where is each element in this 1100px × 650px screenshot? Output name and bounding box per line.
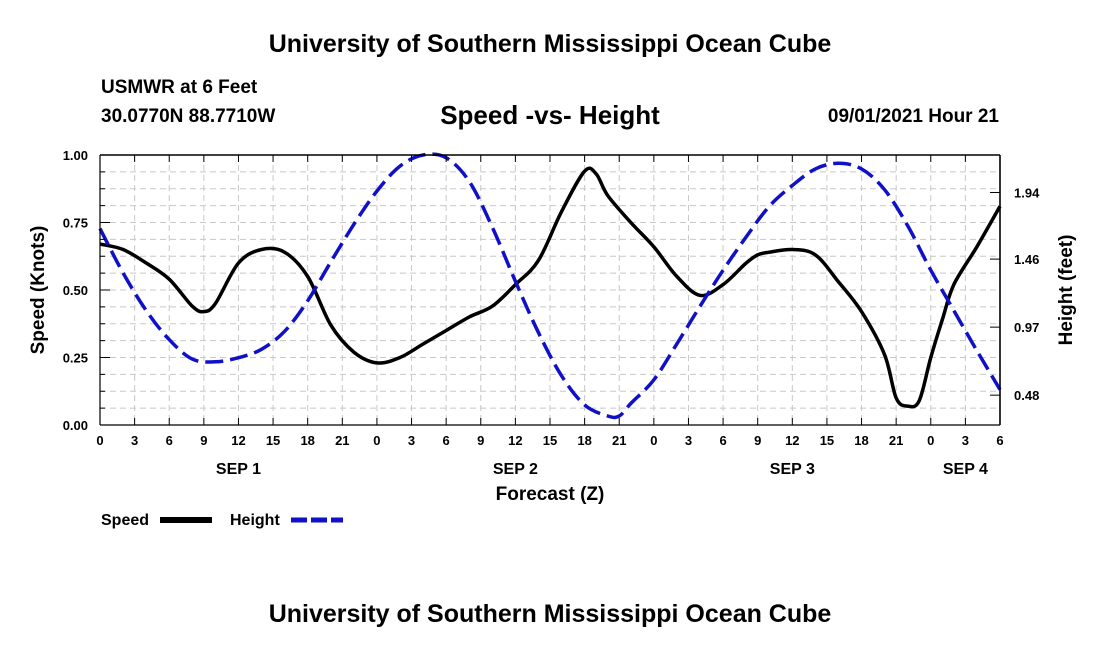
y-tick-label: 1.00 <box>63 148 88 163</box>
x-tick-label: 12 <box>508 433 522 448</box>
x-tick-label: 12 <box>785 433 799 448</box>
y-tick-label: 0.75 <box>63 216 88 231</box>
x-tick-label: 15 <box>820 433 834 448</box>
x-tick-label: 0 <box>650 433 657 448</box>
x-tick-label: 12 <box>231 433 245 448</box>
y2-axis-title: Height (feet) <box>1056 235 1077 346</box>
x-tick-label: 6 <box>166 433 173 448</box>
x-tick-label: 15 <box>543 433 557 448</box>
date-label: SEP 2 <box>493 461 538 478</box>
y2-tick-label: 0.48 <box>1014 388 1039 403</box>
chart-title-top: University of Southern Mississippi Ocean… <box>268 30 832 58</box>
y-tick-label: 0.50 <box>63 283 88 298</box>
datetime-label: 09/01/2021 Hour 21 <box>827 106 999 127</box>
date-label: SEP 1 <box>216 461 261 478</box>
legend-speed-label: Speed <box>101 512 149 529</box>
station-label: USMWR at 6 Feet <box>101 77 258 98</box>
x-tick-label: 9 <box>754 433 761 448</box>
grid-layer <box>100 155 1000 425</box>
y-tick-label: 0.00 <box>63 418 88 433</box>
speed-series-line <box>99 166 1002 409</box>
x-tick-label: 6 <box>719 433 726 448</box>
x-tick-label: 3 <box>962 433 969 448</box>
axes-layer: 0 3 6 9 12 15 18 21 0 3 6 9 12 15 18 21 0 3 6 9 12 15 18 21 0 3 6 0… <box>63 148 1040 478</box>
coordinates-label: 30.0770N 88.7710W <box>101 106 276 127</box>
series-layer <box>98 152 1002 420</box>
chart-subtitle: Speed -vs- Height <box>440 100 660 130</box>
x-tick-label: 6 <box>996 433 1003 448</box>
legend-height-label: Height <box>230 512 280 529</box>
x-tick-label: 9 <box>200 433 207 448</box>
x-axis-title: Forecast (Z) <box>496 484 605 505</box>
height-series-line <box>98 152 1002 420</box>
labels-layer: Forecast (Z) Speed (Knots) Height (feet) <box>28 226 1077 505</box>
x-tick-label: 18 <box>300 433 314 448</box>
y2-tick-label: 1.46 <box>1014 252 1039 267</box>
legend: Speed Height <box>101 512 343 529</box>
date-label: SEP 3 <box>770 461 815 478</box>
x-tick-label: 9 <box>477 433 484 448</box>
x-tick-label: 18 <box>577 433 591 448</box>
x-tick-label: 0 <box>96 433 103 448</box>
x-tick-label: 0 <box>927 433 934 448</box>
x-tick-label: 21 <box>889 433 903 448</box>
x-tick-label: 21 <box>335 433 349 448</box>
x-tick-label: 0 <box>373 433 380 448</box>
x-tick-label: 21 <box>612 433 626 448</box>
x-tick-label: 3 <box>131 433 138 448</box>
y-axis-title: Speed (Knots) <box>28 226 49 355</box>
y2-tick-label: 1.94 <box>1014 185 1040 200</box>
x-tick-label: 6 <box>443 433 450 448</box>
x-tick-label: 3 <box>408 433 415 448</box>
chart-title-bottom: University of Southern Mississippi Ocean… <box>268 600 832 628</box>
x-tick-label: 3 <box>685 433 692 448</box>
x-tick-label: 18 <box>854 433 868 448</box>
x-tick-label: 15 <box>266 433 280 448</box>
y2-tick-label: 0.97 <box>1014 320 1039 335</box>
date-label: SEP 4 <box>943 461 988 478</box>
y-tick-label: 0.25 <box>63 351 88 366</box>
